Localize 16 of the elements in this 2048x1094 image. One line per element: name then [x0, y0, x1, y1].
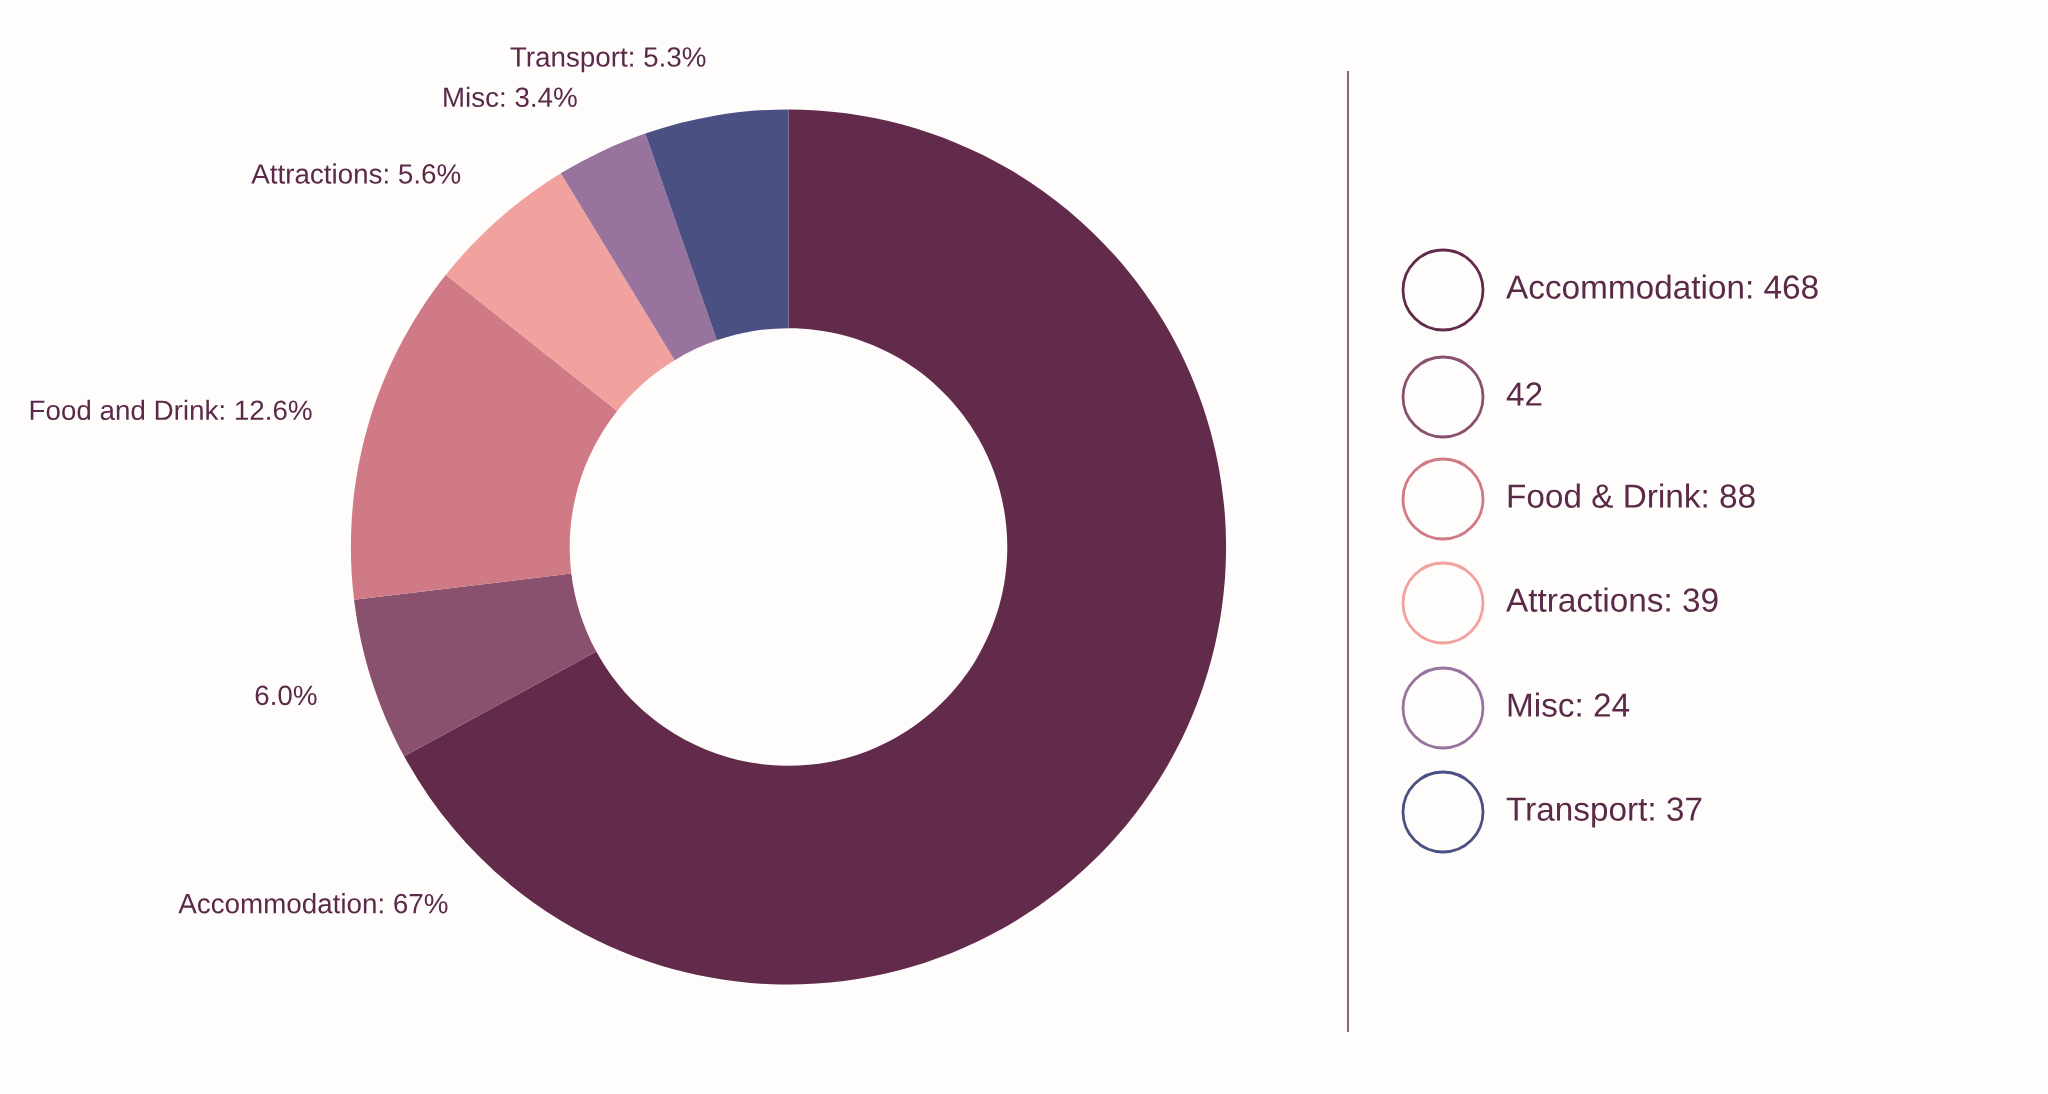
text: Attractions: 39	[1506, 587, 1718, 612]
donut-slice	[354, 573, 597, 757]
slice-label: Misc: 3.4%	[444, 86, 577, 108]
donut-slice	[645, 109, 789, 341]
text: 42	[1506, 382, 1542, 406]
text: Food & Drink: 88	[1508, 483, 1755, 508]
slice-label: Food and Drink: 12.6%	[30, 399, 312, 421]
slice-label: Accommodation: 67%	[178, 893, 448, 914]
text: Transport: 37	[1506, 797, 1702, 828]
donut-slice	[560, 133, 717, 361]
slice-label: Attractions: 5.6%	[251, 163, 461, 184]
text: Misc: 24	[1508, 692, 1630, 717]
text: Accommodation: 468	[1506, 274, 1818, 299]
slice-label: Transport: 5.3%	[510, 47, 706, 73]
donut-slice	[350, 274, 618, 600]
data-label: 6.0%	[255, 685, 317, 706]
